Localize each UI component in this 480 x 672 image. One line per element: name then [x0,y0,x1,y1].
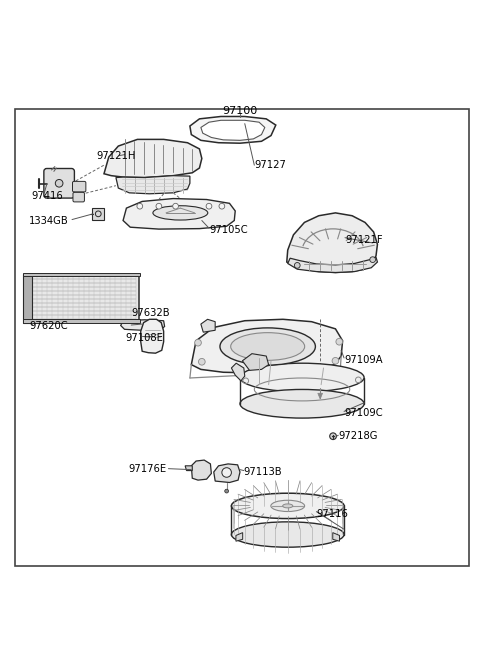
Polygon shape [318,393,323,399]
Text: 97176E: 97176E [128,464,166,474]
Polygon shape [231,363,245,381]
Text: 97620C: 97620C [29,321,68,331]
FancyBboxPatch shape [92,208,105,220]
Circle shape [370,257,375,263]
Polygon shape [104,139,202,177]
Text: 97121H: 97121H [96,151,135,161]
Text: 97109A: 97109A [344,355,383,365]
Text: 97632B: 97632B [131,308,170,318]
Ellipse shape [231,522,344,547]
Polygon shape [242,353,269,370]
Circle shape [195,339,201,346]
Circle shape [219,204,225,209]
Circle shape [330,433,336,439]
Text: 97100: 97100 [222,106,258,116]
Ellipse shape [220,328,315,365]
Circle shape [294,263,300,268]
Polygon shape [116,175,190,194]
Ellipse shape [240,363,364,392]
Polygon shape [201,319,215,332]
Polygon shape [214,464,240,482]
Ellipse shape [240,390,364,418]
Circle shape [332,358,339,364]
Polygon shape [190,116,276,143]
Ellipse shape [153,206,208,220]
Text: 97105C: 97105C [209,225,248,235]
Polygon shape [141,319,164,353]
Bar [24,319,140,323]
Ellipse shape [231,493,344,519]
Polygon shape [333,533,339,541]
Ellipse shape [271,500,305,511]
Circle shape [222,468,231,477]
Text: 97109C: 97109C [344,409,383,418]
Text: 97108E: 97108E [125,333,163,343]
Text: 97116: 97116 [316,509,348,519]
FancyBboxPatch shape [44,169,74,198]
Circle shape [336,339,343,345]
Circle shape [156,204,162,209]
Circle shape [137,204,143,209]
Polygon shape [192,319,343,373]
Bar [24,273,140,276]
FancyBboxPatch shape [72,181,86,192]
Polygon shape [185,466,192,470]
Ellipse shape [283,504,293,508]
Polygon shape [123,198,235,229]
Text: 97113B: 97113B [244,466,282,476]
Polygon shape [236,533,243,541]
Polygon shape [288,257,377,273]
Text: 97416: 97416 [31,191,63,201]
Text: 97218G: 97218G [338,431,378,442]
Bar [24,275,139,322]
Polygon shape [287,213,377,273]
Polygon shape [201,120,265,140]
Bar [24,274,32,323]
Text: 97127: 97127 [254,160,286,170]
Polygon shape [120,320,165,330]
Ellipse shape [231,333,305,360]
FancyBboxPatch shape [73,192,84,202]
Text: 97121F: 97121F [345,235,383,245]
Circle shape [225,489,228,493]
Circle shape [199,358,205,365]
Polygon shape [192,460,211,480]
Circle shape [55,179,63,187]
Circle shape [173,204,179,209]
Text: 1334GB: 1334GB [29,216,69,226]
Circle shape [206,204,212,209]
